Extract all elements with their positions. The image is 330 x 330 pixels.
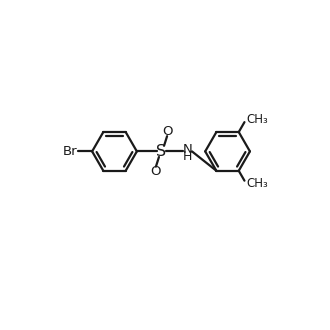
Text: S: S xyxy=(156,144,167,159)
Text: O: O xyxy=(151,165,161,178)
Text: Br: Br xyxy=(62,145,77,158)
Text: N: N xyxy=(182,143,192,156)
Text: O: O xyxy=(162,125,172,138)
Text: H: H xyxy=(183,150,192,163)
Text: CH₃: CH₃ xyxy=(246,177,268,190)
Text: CH₃: CH₃ xyxy=(246,113,268,126)
